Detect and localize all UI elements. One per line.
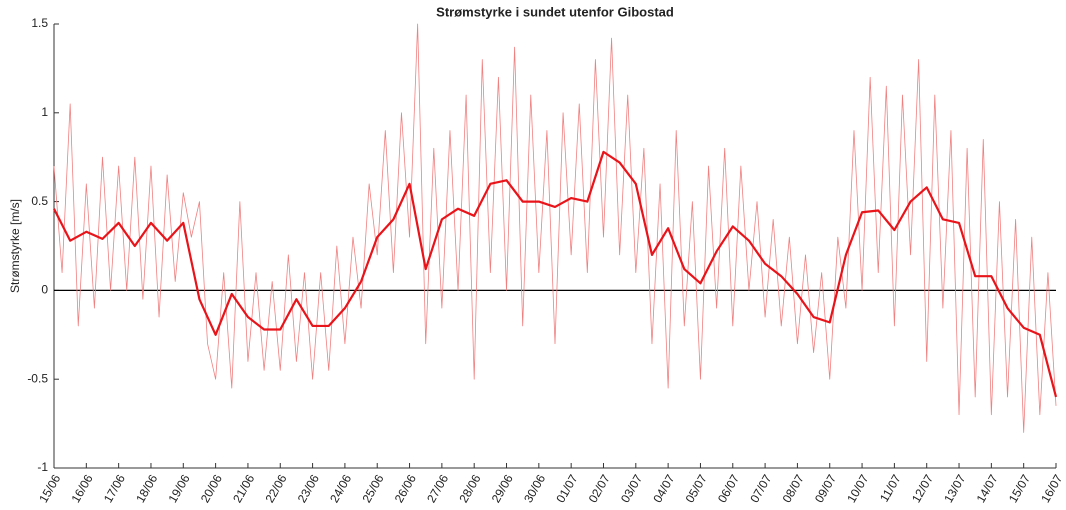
y-tick-label: -0.5 bbox=[27, 371, 48, 385]
x-tick-label: 02/07 bbox=[586, 472, 613, 505]
x-tick-label: 17/06 bbox=[101, 472, 128, 505]
x-tick-label: 14/07 bbox=[974, 472, 1001, 505]
x-tick-label: 29/06 bbox=[489, 472, 516, 505]
x-tick-label: 03/07 bbox=[618, 472, 645, 505]
x-tick-label: 23/06 bbox=[295, 472, 322, 505]
x-tick-label: 09/07 bbox=[812, 472, 839, 505]
x-tick-label: 19/06 bbox=[165, 472, 192, 505]
y-tick-label: 1.5 bbox=[31, 16, 48, 30]
x-tick-label: 08/07 bbox=[780, 472, 807, 505]
x-tick-label: 27/06 bbox=[424, 472, 451, 505]
x-tick-label: 18/06 bbox=[133, 472, 160, 505]
x-tick-label: 15/06 bbox=[36, 472, 63, 505]
x-tick-label: 24/06 bbox=[327, 472, 354, 505]
x-tick-label: 15/07 bbox=[1006, 472, 1033, 505]
x-tick-label: 05/07 bbox=[683, 472, 710, 505]
y-tick-label: 0.5 bbox=[31, 194, 48, 208]
x-tick-label: 16/07 bbox=[1038, 472, 1065, 505]
x-tick-label: 26/06 bbox=[392, 472, 419, 505]
chart-title: Strømstyrke i sundet utenfor Gibostad bbox=[436, 4, 674, 19]
x-tick-label: 06/07 bbox=[715, 472, 742, 505]
x-tick-label: 28/06 bbox=[456, 472, 483, 505]
x-tick-label: 21/06 bbox=[230, 472, 257, 505]
y-tick-label: 0 bbox=[41, 283, 48, 297]
x-tick-label: 25/06 bbox=[359, 472, 386, 505]
x-tick-label: 07/07 bbox=[747, 472, 774, 505]
x-tick-label: 13/07 bbox=[941, 472, 968, 505]
x-tick-label: 30/06 bbox=[521, 472, 548, 505]
y-tick-label: -1 bbox=[37, 460, 48, 474]
y-axis-label: Strømstyrke [m/s] bbox=[8, 199, 22, 293]
x-tick-label: 16/06 bbox=[69, 472, 96, 505]
series-line bbox=[53, 23, 1057, 433]
x-tick-label: 12/07 bbox=[909, 472, 936, 505]
x-tick-label: 10/07 bbox=[844, 472, 871, 505]
x-tick-label: 11/07 bbox=[877, 472, 904, 505]
x-tick-label: 04/07 bbox=[650, 472, 677, 505]
y-tick-label: 1 bbox=[41, 105, 48, 119]
x-tick-label: 01/07 bbox=[553, 472, 580, 505]
series-line bbox=[53, 150, 1058, 398]
x-tick-label: 20/06 bbox=[198, 472, 225, 505]
x-tick-label: 22/06 bbox=[262, 472, 289, 505]
